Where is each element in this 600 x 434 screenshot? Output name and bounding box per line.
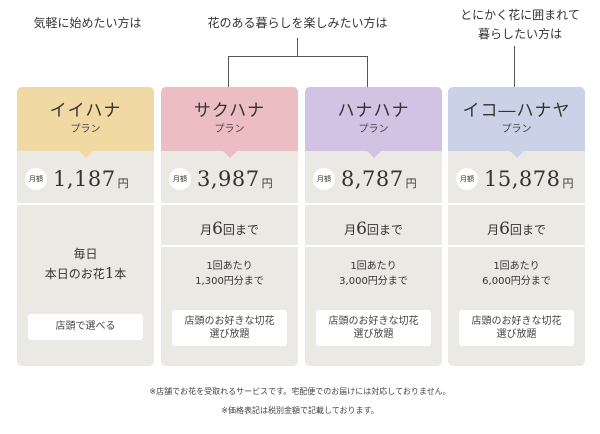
plan-name: ハナハナ [337, 101, 410, 121]
header-beginners: 気軽に始めたい方は [33, 16, 142, 30]
divider [305, 203, 442, 205]
footnote-tax: ※価格表記は税別金額で記載しております。 [221, 406, 379, 415]
plan-name: イイハナ [49, 101, 122, 121]
monthly-times: 月6回まで [487, 219, 546, 239]
plan-sub: プラン [501, 124, 532, 135]
connector-bracket-left [228, 56, 229, 87]
plan-sub: プラン [70, 124, 101, 135]
plan-card-ikohanaya[interactable]: イコ―ハナヤ プラン 月額 15,878 円 月6回まで 1回あたり 6,000… [448, 87, 585, 366]
plan-header: サクハナ プラン [161, 87, 298, 158]
price-unit: 円 [405, 176, 417, 190]
divider [448, 245, 585, 247]
header-notch [78, 151, 93, 158]
plan-sub: プラン [358, 124, 389, 135]
connector-bracket-stem [297, 38, 298, 56]
plan-header: ハナハナ プラン [305, 87, 442, 158]
plan-card-hanahana[interactable]: ハナハナ プラン 月額 8,787 円 月6回まで 1回あたり 3,000円分ま… [305, 87, 442, 366]
plan-name: イコ―ハナヤ [462, 101, 571, 121]
price-row: 月額 8,787 円 [305, 151, 442, 203]
divider [448, 203, 585, 205]
price-row: 月額 3,987 円 [161, 151, 298, 203]
header-notch [222, 151, 237, 158]
header-notch [509, 151, 524, 158]
price-value: 8,787 [341, 167, 404, 191]
connector-bracket-right [367, 56, 368, 87]
divider [161, 203, 298, 205]
free-choice-button[interactable]: 店頭のお好きな切花 選び放題 [172, 310, 287, 346]
price-unit: 円 [117, 176, 129, 190]
header-notch [366, 151, 381, 158]
per-visit-limit: 1回あたり 1,300円分まで [195, 261, 264, 287]
per-visit-limit: 1回あたり 6,000円分まで [482, 261, 551, 287]
monthly-times: 月6回まで [200, 219, 259, 239]
price-value: 15,878 [484, 167, 561, 191]
monthly-badge: 月額 [169, 168, 191, 190]
header-enjoy: 花のある暮らしを楽しみたい方は [207, 16, 388, 30]
plan-header: イコ―ハナヤ プラン [448, 87, 585, 158]
plan-sub: プラン [214, 124, 245, 135]
plan-card-iihana[interactable]: イイハナ プラン 月額 1,187 円 毎日 本日のお花1本 店頭で選べる [17, 87, 154, 366]
plan-card-sakuhana[interactable]: サクハナ プラン 月額 3,987 円 月6回まで 1回あたり 1,300円分ま… [161, 87, 298, 366]
plan-name: サクハナ [193, 101, 266, 121]
price-value: 3,987 [197, 167, 260, 191]
monthly-badge: 月額 [313, 168, 335, 190]
monthly-badge: 月額 [456, 168, 478, 190]
in-store-choice-button[interactable]: 店頭で選べる [28, 314, 143, 340]
price-row: 月額 15,878 円 [448, 151, 585, 203]
price-row: 月額 1,187 円 [17, 151, 154, 203]
footnote-delivery: ※店舗でお花を受取れるサービスです。宅配便でのお届けには対応しておりません。 [149, 387, 451, 396]
price-value: 1,187 [53, 167, 116, 191]
connector-right-stem [514, 46, 515, 87]
connector-bracket-bar [228, 56, 368, 57]
price-unit: 円 [562, 176, 574, 190]
plan-header: イイハナ プラン [17, 87, 154, 158]
per-visit-limit: 1回あたり 3,000円分まで [339, 261, 408, 287]
free-choice-button[interactable]: 店頭のお好きな切花 選び放題 [459, 310, 574, 346]
monthly-badge: 月額 [25, 168, 47, 190]
monthly-times: 月6回まで [344, 219, 403, 239]
divider [305, 245, 442, 247]
daily-text: 毎日 本日のお花1本 [44, 247, 127, 282]
free-choice-button[interactable]: 店頭のお好きな切花 選び放題 [316, 310, 431, 346]
price-unit: 円 [261, 176, 273, 190]
divider [17, 203, 154, 205]
header-surround: とにかく花に囲まれて 暮らしたい方は [460, 8, 580, 41]
divider [161, 245, 298, 247]
